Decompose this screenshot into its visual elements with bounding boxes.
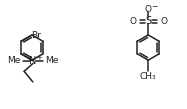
Text: Me: Me <box>45 56 59 65</box>
Text: S: S <box>145 16 151 26</box>
Text: O: O <box>129 17 136 26</box>
Text: +: + <box>36 55 42 61</box>
Text: −: − <box>152 2 158 11</box>
Text: Me: Me <box>7 56 20 65</box>
Text: Br: Br <box>31 31 41 40</box>
Text: O: O <box>160 17 167 26</box>
Text: N: N <box>29 56 36 66</box>
Text: CH₃: CH₃ <box>140 72 157 81</box>
Text: O: O <box>145 5 152 14</box>
